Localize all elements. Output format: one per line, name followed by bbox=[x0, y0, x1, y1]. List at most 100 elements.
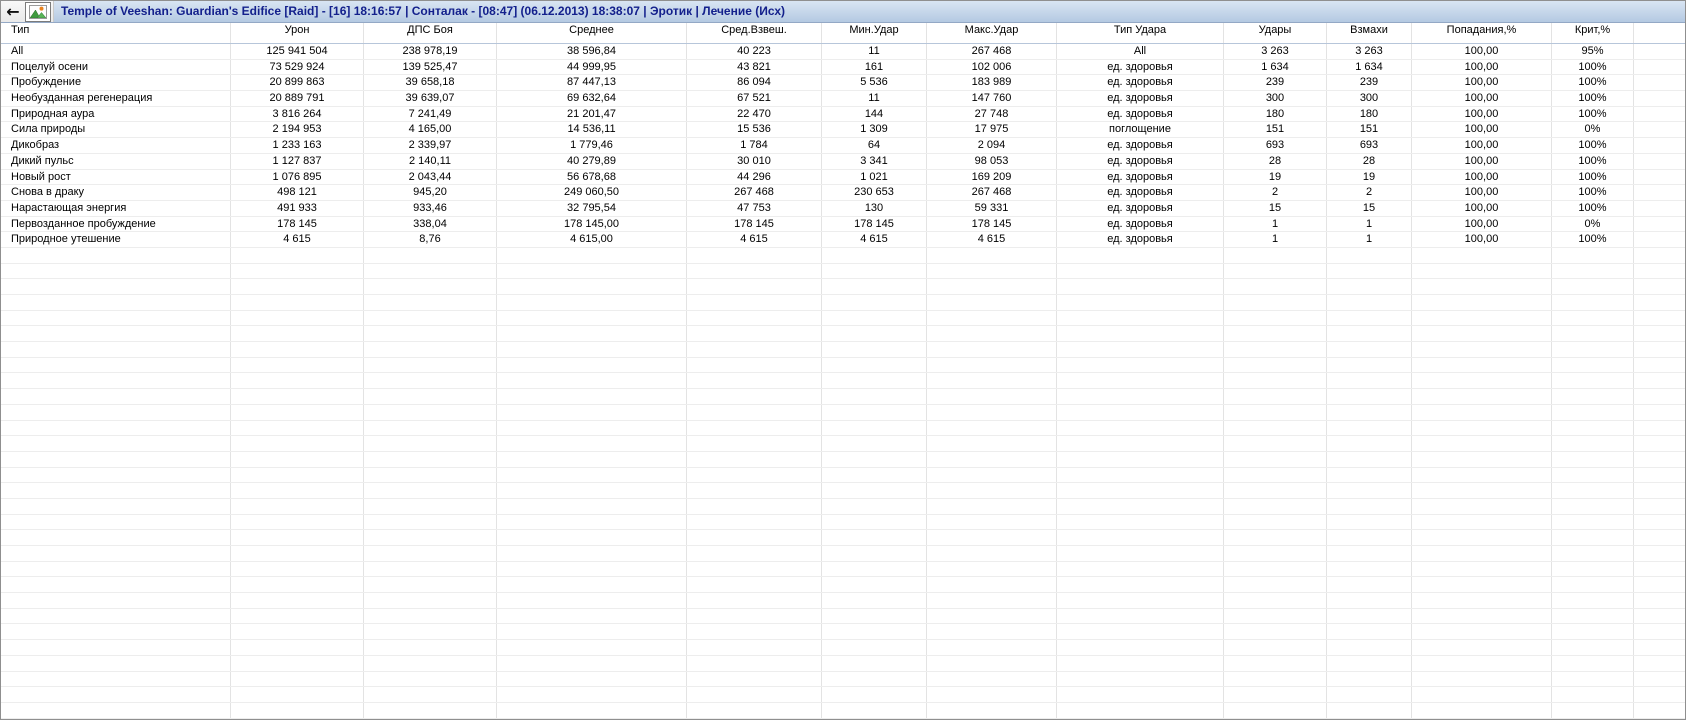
empty-table-cell bbox=[497, 389, 687, 404]
table-filler-cell bbox=[1634, 342, 1685, 357]
column-header[interactable]: Сред.Взвеш. bbox=[687, 23, 822, 43]
empty-table-cell bbox=[1057, 671, 1224, 687]
empty-table-cell bbox=[687, 451, 822, 467]
column-header[interactable]: Урон bbox=[231, 23, 364, 43]
empty-table-cell bbox=[1552, 530, 1634, 545]
table-row[interactable]: Природная аура 3 816 264 7 241,49 21 201,47… bbox=[1, 106, 1685, 123]
empty-table-cell bbox=[231, 608, 364, 624]
table-cell: 100% bbox=[1552, 169, 1634, 185]
table-row[interactable]: Дикобраз 1 233 163 2 339,97 1 779,46 1 784 64… bbox=[1, 138, 1685, 154]
table-row[interactable]: Новый рост 1 076 895 2 043,44 56 678,68 44 2… bbox=[1, 169, 1685, 186]
empty-table-cell bbox=[1552, 483, 1634, 498]
column-header[interactable]: Мин.Удар bbox=[822, 23, 927, 43]
empty-table-cell bbox=[1552, 404, 1634, 420]
empty-table-cell bbox=[497, 530, 687, 545]
table-row[interactable]: Пробуждение 20 899 863 39 658,18 87 447,13 8… bbox=[1, 75, 1685, 92]
column-header[interactable]: Удары bbox=[1224, 23, 1327, 43]
empty-table-cell bbox=[231, 483, 364, 498]
table-filler-cell bbox=[1634, 122, 1685, 137]
table-row[interactable]: Природное утешение 4 615 8,76 4 615,00 4 615… bbox=[1, 232, 1685, 248]
empty-table-cell bbox=[822, 451, 927, 467]
empty-table-cell bbox=[927, 420, 1057, 436]
column-header[interactable]: Макс.Удар bbox=[927, 23, 1057, 43]
empty-table-cell bbox=[231, 310, 364, 326]
empty-table-cell bbox=[231, 467, 364, 483]
table-row[interactable]: Снова в драку 498 121 945,20 249 060,50 267 … bbox=[1, 185, 1685, 201]
table-cell: 178 145 bbox=[822, 216, 927, 232]
table-cell: 39 658,18 bbox=[364, 75, 497, 91]
empty-table-cell bbox=[1, 389, 231, 404]
table-row[interactable]: Необузданная регенерация 20 889 791 39 639… bbox=[1, 91, 1685, 107]
empty-table-cell bbox=[231, 389, 364, 404]
empty-table-cell bbox=[1, 357, 231, 373]
table-row[interactable]: Первозданное пробуждение 178 145 338,04 178… bbox=[1, 216, 1685, 233]
empty-table-cell bbox=[1224, 687, 1327, 702]
table-cell: ед. здоровья bbox=[1057, 232, 1224, 247]
empty-table-cell bbox=[1057, 404, 1224, 420]
empty-table-cell bbox=[497, 373, 687, 389]
empty-table-cell bbox=[364, 561, 497, 577]
table-cell: ед. здоровья bbox=[1057, 153, 1224, 169]
table-cell: 2 194 953 bbox=[231, 122, 364, 138]
empty-table-cell bbox=[1412, 530, 1552, 545]
table-cell: 239 bbox=[1327, 75, 1412, 91]
empty-table-cell bbox=[364, 655, 497, 671]
table-cell: 1 bbox=[1327, 232, 1412, 247]
empty-table-cell bbox=[364, 404, 497, 420]
table-filler-cell bbox=[1634, 593, 1685, 608]
empty-table-cell bbox=[822, 373, 927, 389]
table-row[interactable]: Поцелуй осени 73 529 924 139 525,47 44 999,… bbox=[1, 59, 1685, 76]
empty-table-cell bbox=[1552, 546, 1634, 561]
table-cell: 2 094 bbox=[927, 138, 1057, 153]
graph-view-button[interactable] bbox=[25, 1, 51, 22]
table-cell: 1 bbox=[1224, 232, 1327, 247]
empty-table-cell bbox=[822, 342, 927, 357]
table-filler-cell bbox=[1634, 154, 1685, 169]
table-filler-cell bbox=[1634, 232, 1685, 247]
table-filler-cell bbox=[1634, 687, 1685, 702]
table-cell: 5 536 bbox=[822, 75, 927, 91]
table-cell: 100% bbox=[1552, 138, 1634, 153]
empty-table-cell bbox=[822, 436, 927, 451]
table-cell: 4 615 bbox=[231, 232, 364, 247]
empty-table-cell bbox=[364, 514, 497, 530]
table-cell: 1 634 bbox=[1224, 59, 1327, 75]
table-row[interactable]: Дикий пульс 1 127 837 2 140,11 40 279,89 30 … bbox=[1, 153, 1685, 170]
empty-table-cell bbox=[231, 357, 364, 373]
column-header[interactable]: Взмахи bbox=[1327, 23, 1412, 43]
empty-table-cell bbox=[687, 577, 822, 593]
back-button[interactable]: ← bbox=[3, 2, 23, 21]
empty-table-cell bbox=[1327, 577, 1412, 593]
empty-table-cell bbox=[1552, 687, 1634, 702]
empty-table-cell bbox=[1, 624, 231, 640]
table-cell: 169 209 bbox=[927, 169, 1057, 185]
empty-table-cell bbox=[1327, 655, 1412, 671]
empty-table-cell bbox=[1224, 498, 1327, 514]
empty-table-cell bbox=[927, 467, 1057, 483]
empty-table-cell bbox=[687, 389, 822, 404]
table-cell: 3 263 bbox=[1224, 44, 1327, 59]
table-row[interactable]: All 125 941 504 238 978,19 38 596,84 40 223 1… bbox=[1, 44, 1685, 60]
column-header[interactable]: ДПС Боя bbox=[364, 23, 497, 43]
table-row[interactable]: Сила природы 2 194 953 4 165,00 14 536,11 15… bbox=[1, 122, 1685, 139]
empty-table-cell bbox=[822, 295, 927, 310]
empty-table-cell bbox=[927, 279, 1057, 294]
empty-table-cell bbox=[687, 514, 822, 530]
column-header[interactable]: Тип bbox=[1, 23, 231, 43]
table-row[interactable]: Нарастающая энергия 491 933 933,46 32 795,5… bbox=[1, 200, 1685, 217]
empty-table-cell bbox=[1552, 389, 1634, 404]
empty-table-cell bbox=[231, 420, 364, 436]
empty-table-row bbox=[1, 530, 1685, 546]
column-header[interactable]: Попадания,% bbox=[1412, 23, 1552, 43]
column-header[interactable]: Среднее bbox=[497, 23, 687, 43]
empty-table-cell bbox=[822, 389, 927, 404]
table-cell: 39 639,07 bbox=[364, 91, 497, 106]
table-cell: 1 309 bbox=[822, 122, 927, 138]
empty-table-cell bbox=[364, 608, 497, 624]
empty-table-cell bbox=[1327, 373, 1412, 389]
table-filler-cell bbox=[1634, 421, 1685, 436]
column-header[interactable]: Тип Удара bbox=[1057, 23, 1224, 43]
column-header[interactable]: Крит,% bbox=[1552, 23, 1634, 43]
table-cell: 178 145,00 bbox=[497, 216, 687, 232]
empty-table-cell bbox=[1412, 295, 1552, 310]
